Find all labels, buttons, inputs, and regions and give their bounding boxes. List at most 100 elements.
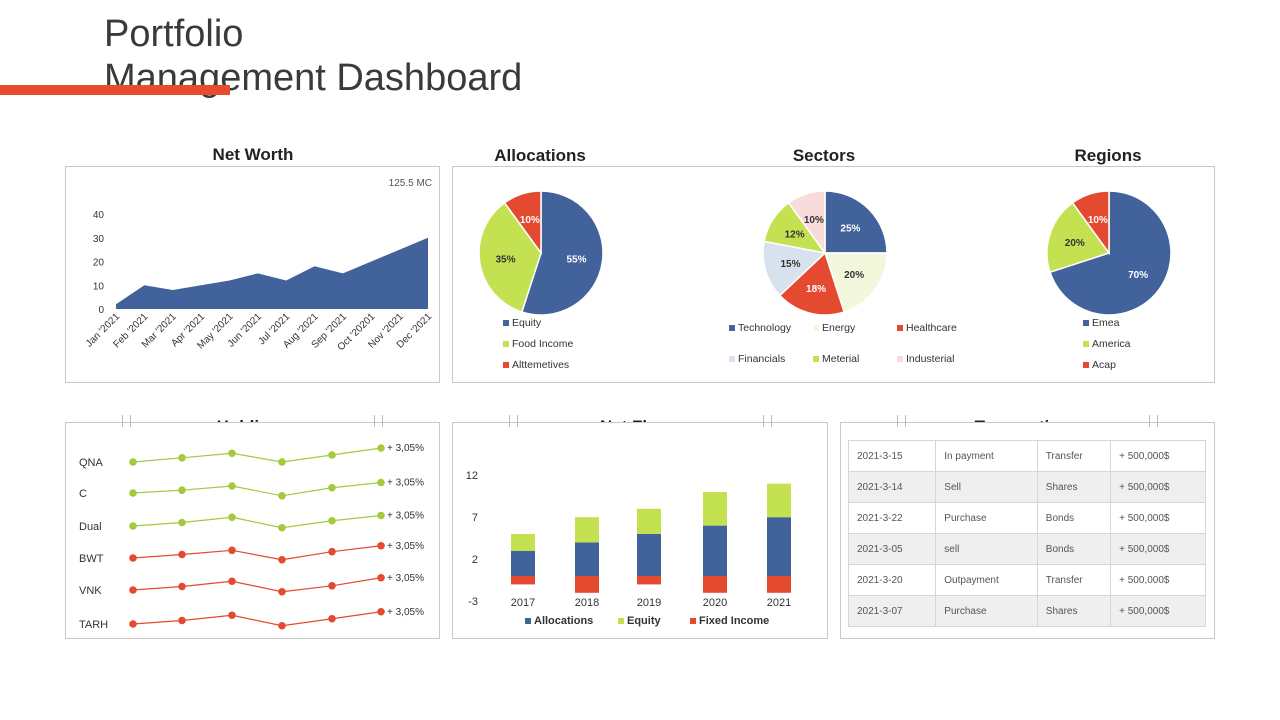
regions-heading: Regions (1074, 146, 1142, 165)
transaction-cell: + 500,000$ (1110, 502, 1206, 534)
y-tick-label: 10 (93, 281, 105, 292)
pie-slice (520, 190, 604, 316)
holding-point (278, 621, 286, 630)
transaction-cell: + 500,000$ (1110, 471, 1206, 503)
y-tick-label: 12 (466, 470, 478, 482)
transaction-cell: Purchase (935, 502, 1038, 534)
holding-point (377, 607, 385, 616)
pie-data-label: 18% (806, 284, 826, 295)
pie-data-label: 10% (520, 215, 540, 226)
transaction-row: 2021-3-05 sell Bonds + 500,000$ (847, 533, 1206, 565)
holding-name: QNA (79, 457, 104, 469)
panel-tab-tick (509, 415, 510, 427)
pie-data-label: 15% (780, 259, 800, 270)
legend-swatch (897, 356, 903, 362)
holding-point (377, 478, 385, 487)
holding-line (132, 481, 382, 497)
transactions-table: 2021-3-15 In payment Transfer + 500,000$ 202… (847, 440, 1206, 627)
net-flow-bar (637, 508, 661, 534)
legend-swatch (813, 325, 819, 331)
net-flow-bar (703, 576, 727, 593)
holding-point (228, 482, 236, 490)
transaction-cell: + 500,000$ (1110, 440, 1206, 472)
pie-slice (778, 251, 846, 316)
transaction-cell: 2021-3-05 (847, 533, 937, 565)
holding-point (278, 555, 286, 564)
legend-swatch (503, 320, 509, 326)
x-tick-label: 2021 (767, 597, 791, 609)
net-flow-bar (703, 492, 727, 526)
legend-swatch (729, 356, 735, 362)
pie-slice (478, 201, 542, 313)
net-flow-bar (637, 576, 661, 585)
holding-point (377, 541, 385, 550)
holding-point (278, 523, 286, 532)
holding-line (132, 514, 382, 529)
net-flow-bar (575, 517, 599, 543)
y-tick-label: -3 (468, 596, 478, 608)
legend-label: Energy (822, 322, 856, 334)
net-worth-annotation: 125.5 MC (389, 178, 432, 189)
transaction-row: 2021-3-14 Sell Shares + 500,000$ (847, 471, 1206, 503)
transaction-row: 2021-3-22 Purchase Bonds + 500,000$ (847, 502, 1206, 534)
legend-swatch (1083, 362, 1089, 368)
holding-point (129, 522, 137, 530)
holding-change-label: + 3,05% (387, 511, 424, 522)
holding-point (178, 616, 186, 625)
pie-slice (823, 252, 888, 313)
transaction-cell: 2021-3-15 (847, 440, 937, 472)
allocation-charts-panel: 55% Equity 35% Food Income 10% Alttemetives 25… (452, 166, 1215, 383)
legend-label: Technology (738, 322, 792, 334)
legend-label: Acap (1092, 359, 1116, 371)
legend-swatch (618, 618, 624, 624)
legend-label: Industerial (906, 353, 954, 365)
holding-point (228, 577, 236, 586)
pie-slice (787, 190, 826, 256)
net-flow-bar (767, 517, 791, 576)
panel-tab-tick (517, 415, 518, 427)
y-tick-label: 7 (472, 512, 478, 524)
holding-point (228, 611, 236, 620)
y-tick-label: 40 (93, 210, 105, 221)
holding-line (132, 577, 382, 593)
holding-point (328, 516, 336, 525)
holding-point (129, 620, 137, 628)
net-flow-bar (767, 576, 791, 593)
legend-swatch (729, 325, 735, 331)
holding-point (129, 554, 137, 562)
net-flow-bar (575, 542, 599, 576)
panel-tab-tick (905, 415, 906, 427)
holding-line (132, 545, 382, 561)
legend-label: Alttemetives (512, 359, 569, 371)
transaction-cell: Shares (1036, 471, 1112, 503)
legend-swatch (897, 325, 903, 331)
legend-label: Allocations (534, 615, 593, 627)
net-flow-bar (767, 483, 791, 518)
holding-name: VNK (79, 585, 102, 597)
title-line-1: Portfolio (104, 13, 244, 55)
holding-point (377, 573, 385, 582)
legend-label: Food Income (512, 338, 573, 350)
transaction-row: 2021-3-07 Purchase Shares + 500,000$ (847, 595, 1206, 627)
allocations-heading: Allocations (494, 146, 586, 165)
pie-data-label: 12% (785, 230, 805, 241)
pie-slice (1071, 190, 1110, 256)
transaction-cell: 2021-3-20 (847, 564, 937, 596)
holding-point (129, 458, 137, 466)
net-flow-bar (511, 534, 535, 551)
y-tick-label: 0 (98, 305, 104, 316)
holding-point (328, 483, 336, 492)
net-flow-bar (511, 576, 535, 585)
holding-name: TARH (79, 619, 108, 631)
net-flows-chart: 12 7 2 -3 2017 2018 2019 2020 2021 Allocations Equ… (466, 470, 791, 627)
transaction-cell: Bonds (1036, 502, 1112, 534)
holding-change-label: + 3,05% (387, 478, 424, 489)
pie-charts: 55% Equity 35% Food Income 10% Alttemetives 25… (478, 190, 1172, 371)
holding-point (278, 587, 286, 596)
pie-slice (1046, 201, 1111, 274)
transaction-cell: + 500,000$ (1110, 533, 1206, 565)
panel-tab-tick (374, 415, 375, 427)
transaction-cell: sell (935, 533, 1038, 565)
legend-label: Fixed Income (699, 615, 769, 627)
